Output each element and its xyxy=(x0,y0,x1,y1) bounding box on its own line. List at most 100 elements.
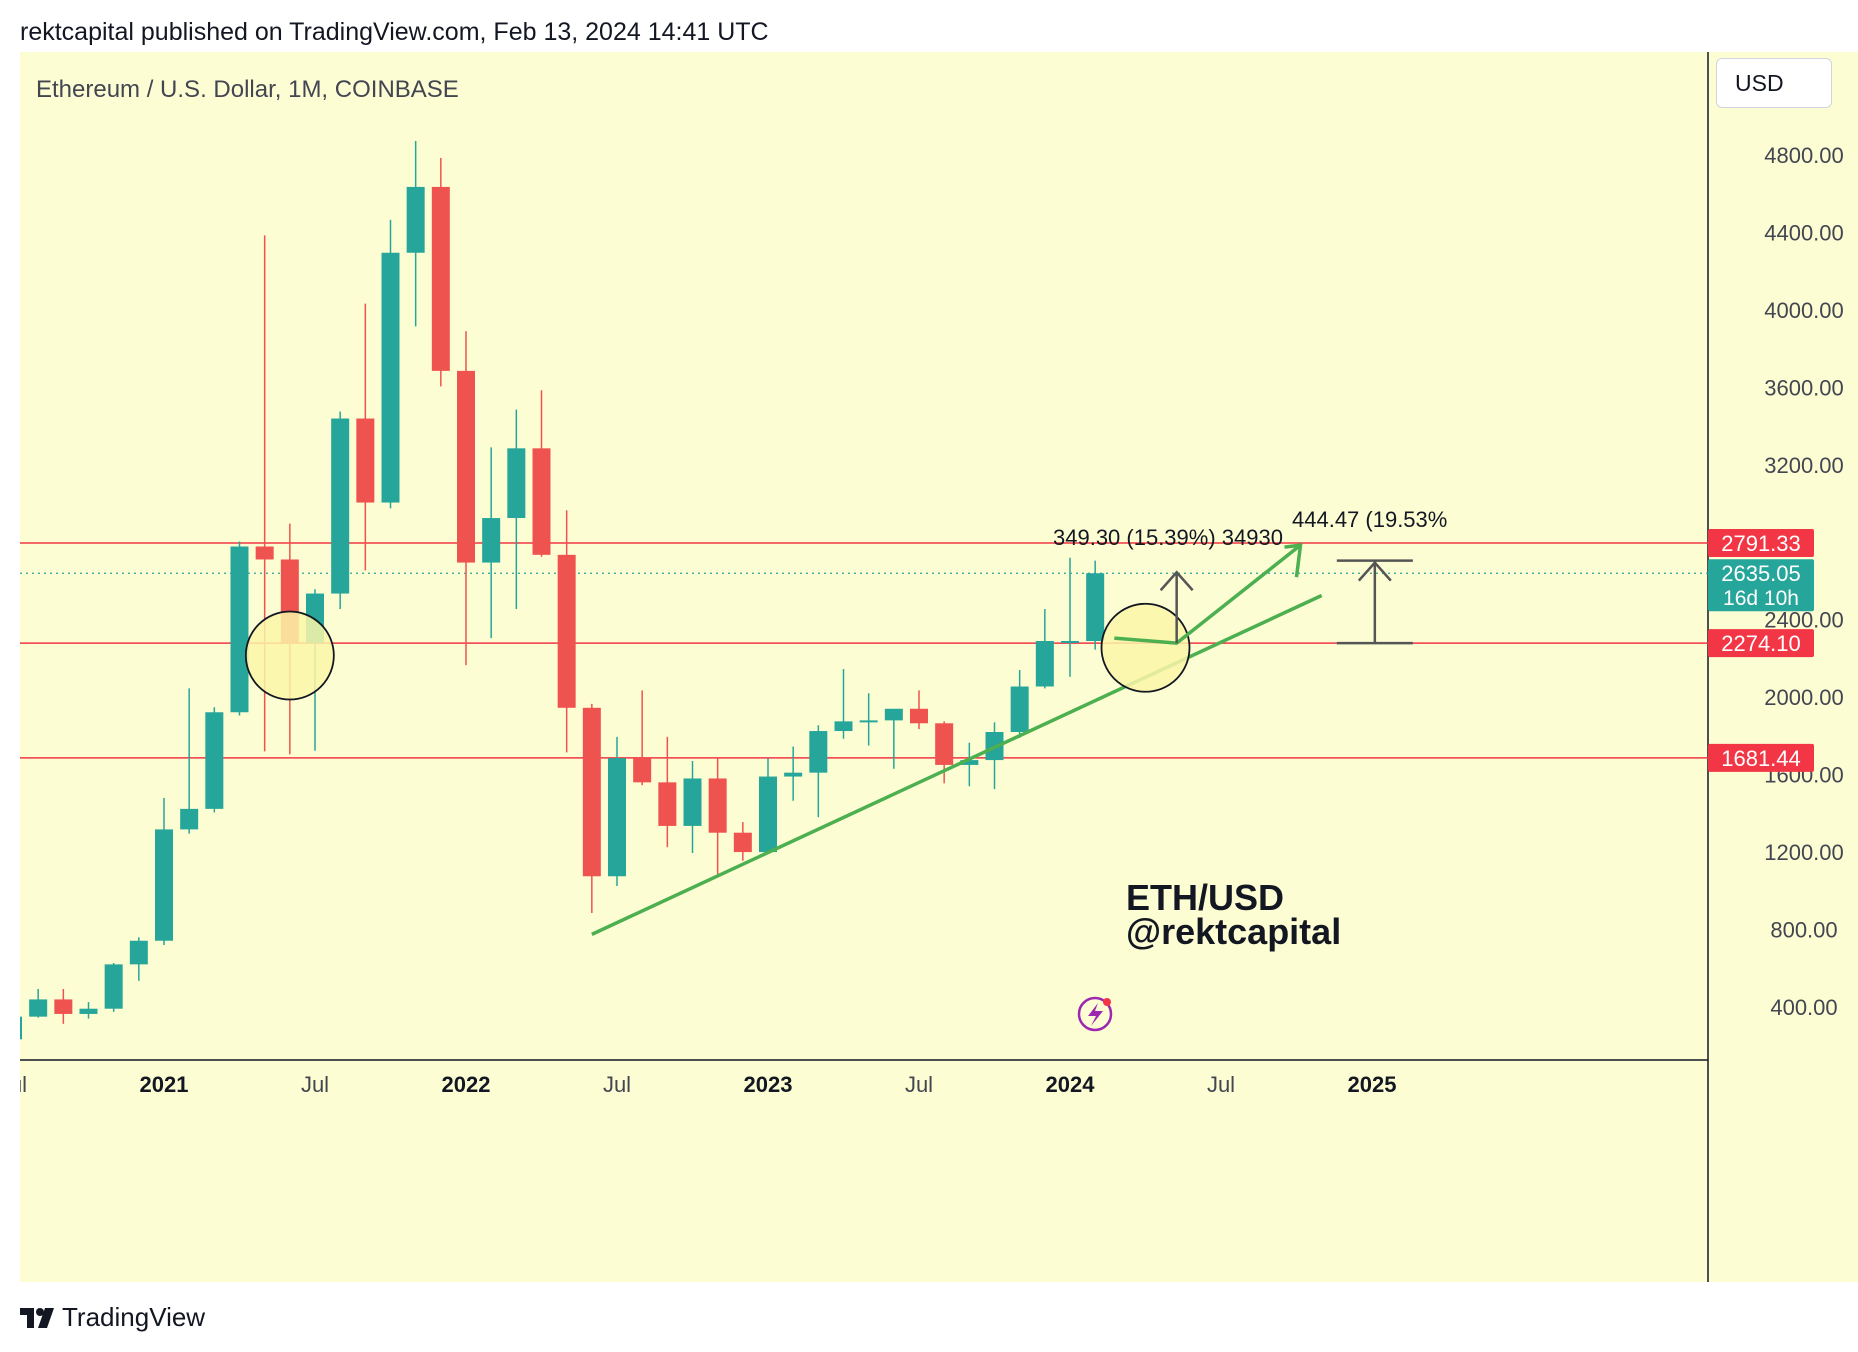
candle-body xyxy=(54,999,73,1014)
y-tick-label: 4800.00 xyxy=(1764,143,1844,168)
candle-body xyxy=(230,546,249,713)
candle xyxy=(331,411,350,610)
replay-lightning-icon xyxy=(1077,996,1113,1032)
candle xyxy=(54,988,73,1024)
candle xyxy=(985,722,1004,790)
y-tick-label: 2400.00 xyxy=(1764,608,1844,633)
measure-label-1: 349.30 (15.39%) 34930 xyxy=(1053,525,1283,550)
level-price-tag-bg xyxy=(1708,629,1814,658)
x-tick-label: 2024 xyxy=(1046,1072,1096,1097)
x-tick-label: Jul xyxy=(301,1072,329,1097)
candle xyxy=(230,541,249,716)
candle-body xyxy=(935,723,954,765)
chart-frame: 400.00 800.00 1200.00 1600.00 2000.00 2400.00… xyxy=(20,52,1858,1292)
candle xyxy=(884,708,903,769)
footer-logo[interactable]: TradingView xyxy=(20,1302,205,1333)
candle xyxy=(658,736,677,848)
chart-svg: 400.00800.001200.001600.002000.002400.00… xyxy=(20,52,1844,1282)
x-tick-label: Jul xyxy=(905,1072,933,1097)
candle-body xyxy=(381,252,400,503)
candle xyxy=(557,510,576,753)
candle-body xyxy=(910,708,928,724)
y-tick-label: 1200.00 xyxy=(1764,840,1844,865)
candle-body xyxy=(733,832,752,853)
candle xyxy=(733,822,752,861)
candle xyxy=(708,758,727,876)
candle-body xyxy=(482,518,501,563)
publish-header: rektcapital published on TradingView.com… xyxy=(20,18,769,46)
candle xyxy=(1035,609,1054,689)
candle xyxy=(834,669,853,739)
level-price-tag-text: 2274.10 xyxy=(1721,631,1801,656)
highlight-circle xyxy=(244,610,335,701)
candle-body xyxy=(582,707,601,877)
candle xyxy=(1061,557,1079,677)
candle-body xyxy=(20,1016,22,1040)
x-tick-label: 2025 xyxy=(1348,1072,1397,1097)
candle-body xyxy=(79,1008,98,1014)
candle-body xyxy=(356,418,375,503)
candle xyxy=(532,390,551,557)
candle-body xyxy=(608,758,626,877)
support-trendline xyxy=(591,593,1323,936)
candle-body xyxy=(1035,640,1054,687)
last-price-tag-text: 2635.05 xyxy=(1721,561,1801,586)
level-price-tag: 2274.10 xyxy=(1708,629,1814,658)
candle-body xyxy=(809,731,828,773)
level-price-tag: 2791.33 xyxy=(1708,528,1814,557)
y-tick-label: 2000.00 xyxy=(1764,685,1844,710)
candle-body xyxy=(633,758,652,783)
annotation-line-2: @rektcapital xyxy=(1126,911,1341,952)
candle xyxy=(683,761,702,854)
y-tick-label: 3600.00 xyxy=(1764,375,1844,400)
candle xyxy=(205,707,224,813)
candle xyxy=(356,303,375,571)
candle-body xyxy=(155,829,173,941)
candle-body xyxy=(557,554,576,708)
price-axis[interactable] xyxy=(1708,52,1858,1282)
highlight-circle xyxy=(1100,602,1191,693)
candle-body xyxy=(708,778,727,833)
candle-body xyxy=(859,720,878,723)
candle-body xyxy=(683,778,702,826)
candle xyxy=(20,1016,22,1040)
candle xyxy=(859,693,878,746)
annotation-line-1: ETH/USD xyxy=(1126,877,1284,918)
y-tick-label: 3200.00 xyxy=(1764,453,1844,478)
range-bracket-arrowhead xyxy=(1357,560,1392,582)
y-tick-label: 400.00 xyxy=(1770,995,1837,1020)
candle xyxy=(1086,560,1105,650)
measure-label-2: 444.47 (19.53% xyxy=(1292,507,1447,532)
candle xyxy=(155,797,173,946)
candle xyxy=(457,331,475,666)
candle-body xyxy=(129,940,148,965)
candle-body xyxy=(507,448,526,519)
level-price-tag-text: 1681.44 xyxy=(1721,746,1801,771)
candle xyxy=(129,937,148,981)
tradingview-logo-icon xyxy=(20,1307,54,1328)
y-tick-label: 4000.00 xyxy=(1764,298,1844,323)
candle-body xyxy=(658,782,677,826)
candle xyxy=(784,746,803,801)
candle-body xyxy=(331,418,350,594)
x-tick-label: 2023 xyxy=(744,1072,793,1097)
candle xyxy=(431,157,450,387)
currency-button[interactable]: USD xyxy=(1716,58,1832,108)
candle xyxy=(608,736,626,886)
candle-body xyxy=(104,964,123,1009)
x-tick-label: Jul xyxy=(603,1072,631,1097)
level-price-tag-bg xyxy=(1708,528,1814,557)
candle-body xyxy=(431,186,450,371)
candle-body xyxy=(406,186,425,253)
candle xyxy=(104,963,123,1012)
candle xyxy=(809,725,828,818)
candle-body xyxy=(457,370,475,563)
candle-body xyxy=(960,760,979,765)
candle xyxy=(180,688,199,834)
candle xyxy=(582,703,601,914)
projection-arrowhead xyxy=(1284,543,1303,578)
candle-body xyxy=(1010,686,1029,733)
level-price-tag: 1681.44 xyxy=(1708,743,1814,772)
candle-body xyxy=(759,776,777,853)
